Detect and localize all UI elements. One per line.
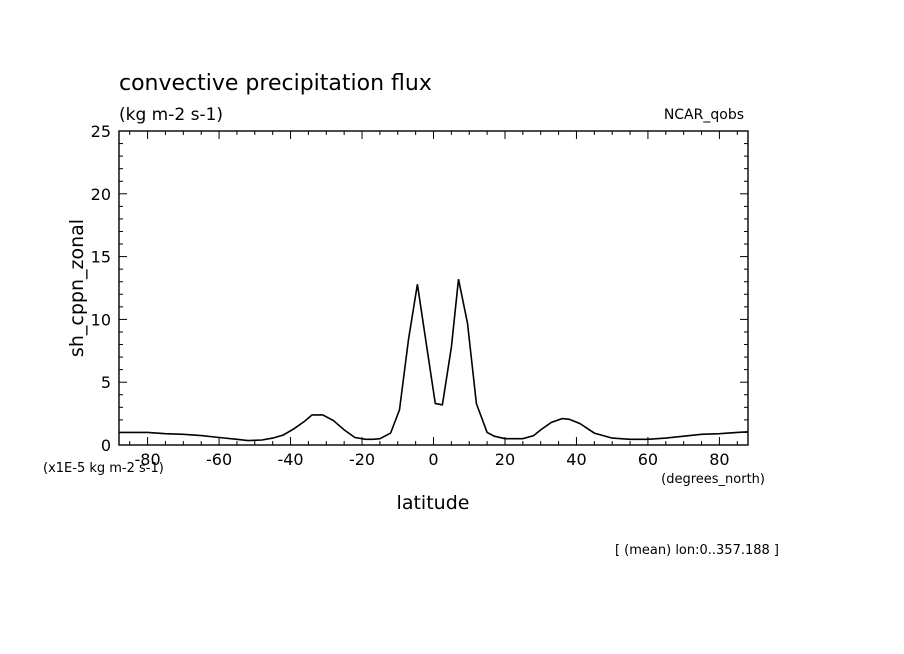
plot-frame: [118, 130, 749, 446]
x-tick-label: -40: [277, 450, 303, 469]
x-tick-label: -20: [349, 450, 375, 469]
y-tick-label: 25: [91, 122, 111, 141]
y-tick-label: 10: [91, 310, 111, 329]
x-tick-labels: -80 -60 -40 -20 0 20 40 60 80: [135, 450, 730, 469]
x-tick-label: 80: [709, 450, 729, 469]
units-label: (kg m-2 s-1): [119, 105, 223, 125]
x-axis-label: latitude: [397, 492, 470, 514]
x-tick-label: 60: [638, 450, 658, 469]
scale-note: (x1E-5 kg m-2 s-1): [43, 461, 164, 476]
x-tick-label: -60: [206, 450, 232, 469]
y-tick-label: 0: [101, 436, 111, 455]
y-axis-label: sh_cppn_zonal: [66, 219, 88, 357]
series-line: [119, 279, 749, 442]
x-tick-label: 40: [566, 450, 586, 469]
dataset-label: NCAR_qobs: [664, 107, 744, 123]
axis-ticks: [119, 130, 748, 446]
x-tick-label: 0: [428, 450, 438, 469]
y-tick-labels: 0 5 10 15 20 25: [91, 122, 111, 455]
chart-title: convective precipitation flux: [119, 71, 432, 96]
x-units-note: (degrees_north): [661, 472, 765, 487]
y-tick-label: 15: [91, 248, 111, 267]
x-tick-label: -80: [135, 450, 161, 469]
y-tick-label: 20: [91, 185, 111, 204]
footer-note: [ (mean) lon:0..357.188 ]: [615, 543, 779, 558]
y-tick-label: 5: [101, 373, 111, 392]
x-tick-label: 20: [495, 450, 515, 469]
